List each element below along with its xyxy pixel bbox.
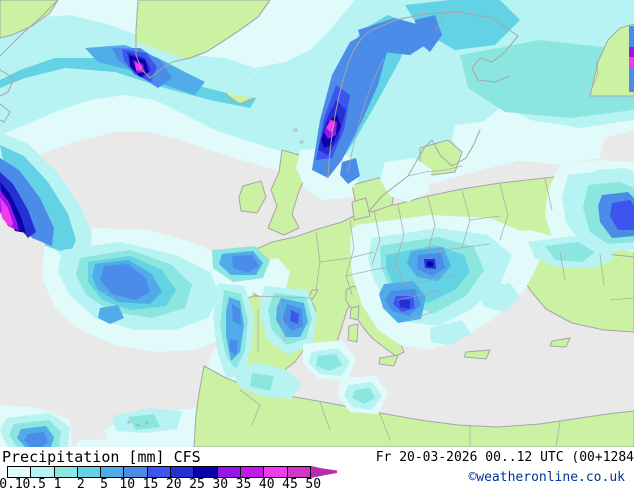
colorbar: [7, 466, 311, 478]
tick-label: 5: [100, 477, 108, 490]
ireland-land: [238, 180, 267, 214]
tick-label: 10: [119, 477, 136, 490]
map-borders: [0, 0, 634, 447]
colorbar-segment: [240, 467, 265, 477]
labrador-land: [0, 0, 59, 39]
tick-label: 25: [189, 477, 205, 490]
tick-label: 35: [235, 477, 252, 490]
tick-label: 0.5: [22, 477, 46, 490]
precipitation-map: [0, 0, 634, 447]
map-svg: [0, 0, 634, 447]
tick-label: 20: [165, 477, 182, 490]
arctic-russia-land: [589, 23, 634, 97]
tick-label: 50: [305, 477, 322, 490]
colorbar-segment: [54, 467, 78, 477]
colorbar-segment: [31, 467, 55, 477]
legend-bar: Precipitation [mm] CFS Fr 20-03-2026 00.…: [0, 447, 634, 490]
colorbar-segment: [8, 467, 32, 477]
colorbar-arrow: [311, 466, 337, 478]
tick-label: 0.1: [0, 477, 23, 490]
legend-label: Precipitation [mm] CFS: [2, 448, 201, 466]
copyright-label: ©weatheronline.co.uk: [468, 470, 625, 485]
tick-label: 45: [282, 477, 298, 490]
colorbar-segment: [217, 467, 241, 477]
colorbar-segment: [101, 467, 125, 477]
tick-label: 15: [142, 477, 159, 490]
colorbar-segment: [171, 467, 195, 477]
colorbar-segment: [124, 467, 148, 477]
tick-label: 40: [258, 477, 275, 490]
colorbar-segment: [264, 467, 288, 477]
colorbar-ticks: 0.1 0.5 1 2 5 10 15 20 25 30 35 40 45 50: [0, 477, 634, 490]
tick-label: 1: [53, 477, 62, 490]
colorbar-segment: [77, 467, 102, 477]
colorbar-segment: [194, 467, 218, 477]
precip-systems: [0, 15, 634, 447]
colorbar-segment: [147, 467, 172, 477]
tick-label: 2: [76, 477, 85, 490]
datetime-label: Fr 20-03-2026 00..12 UTC (00+1284: [375, 450, 634, 465]
tick-label: 30: [212, 477, 229, 490]
colorbar-segment: [287, 467, 310, 477]
